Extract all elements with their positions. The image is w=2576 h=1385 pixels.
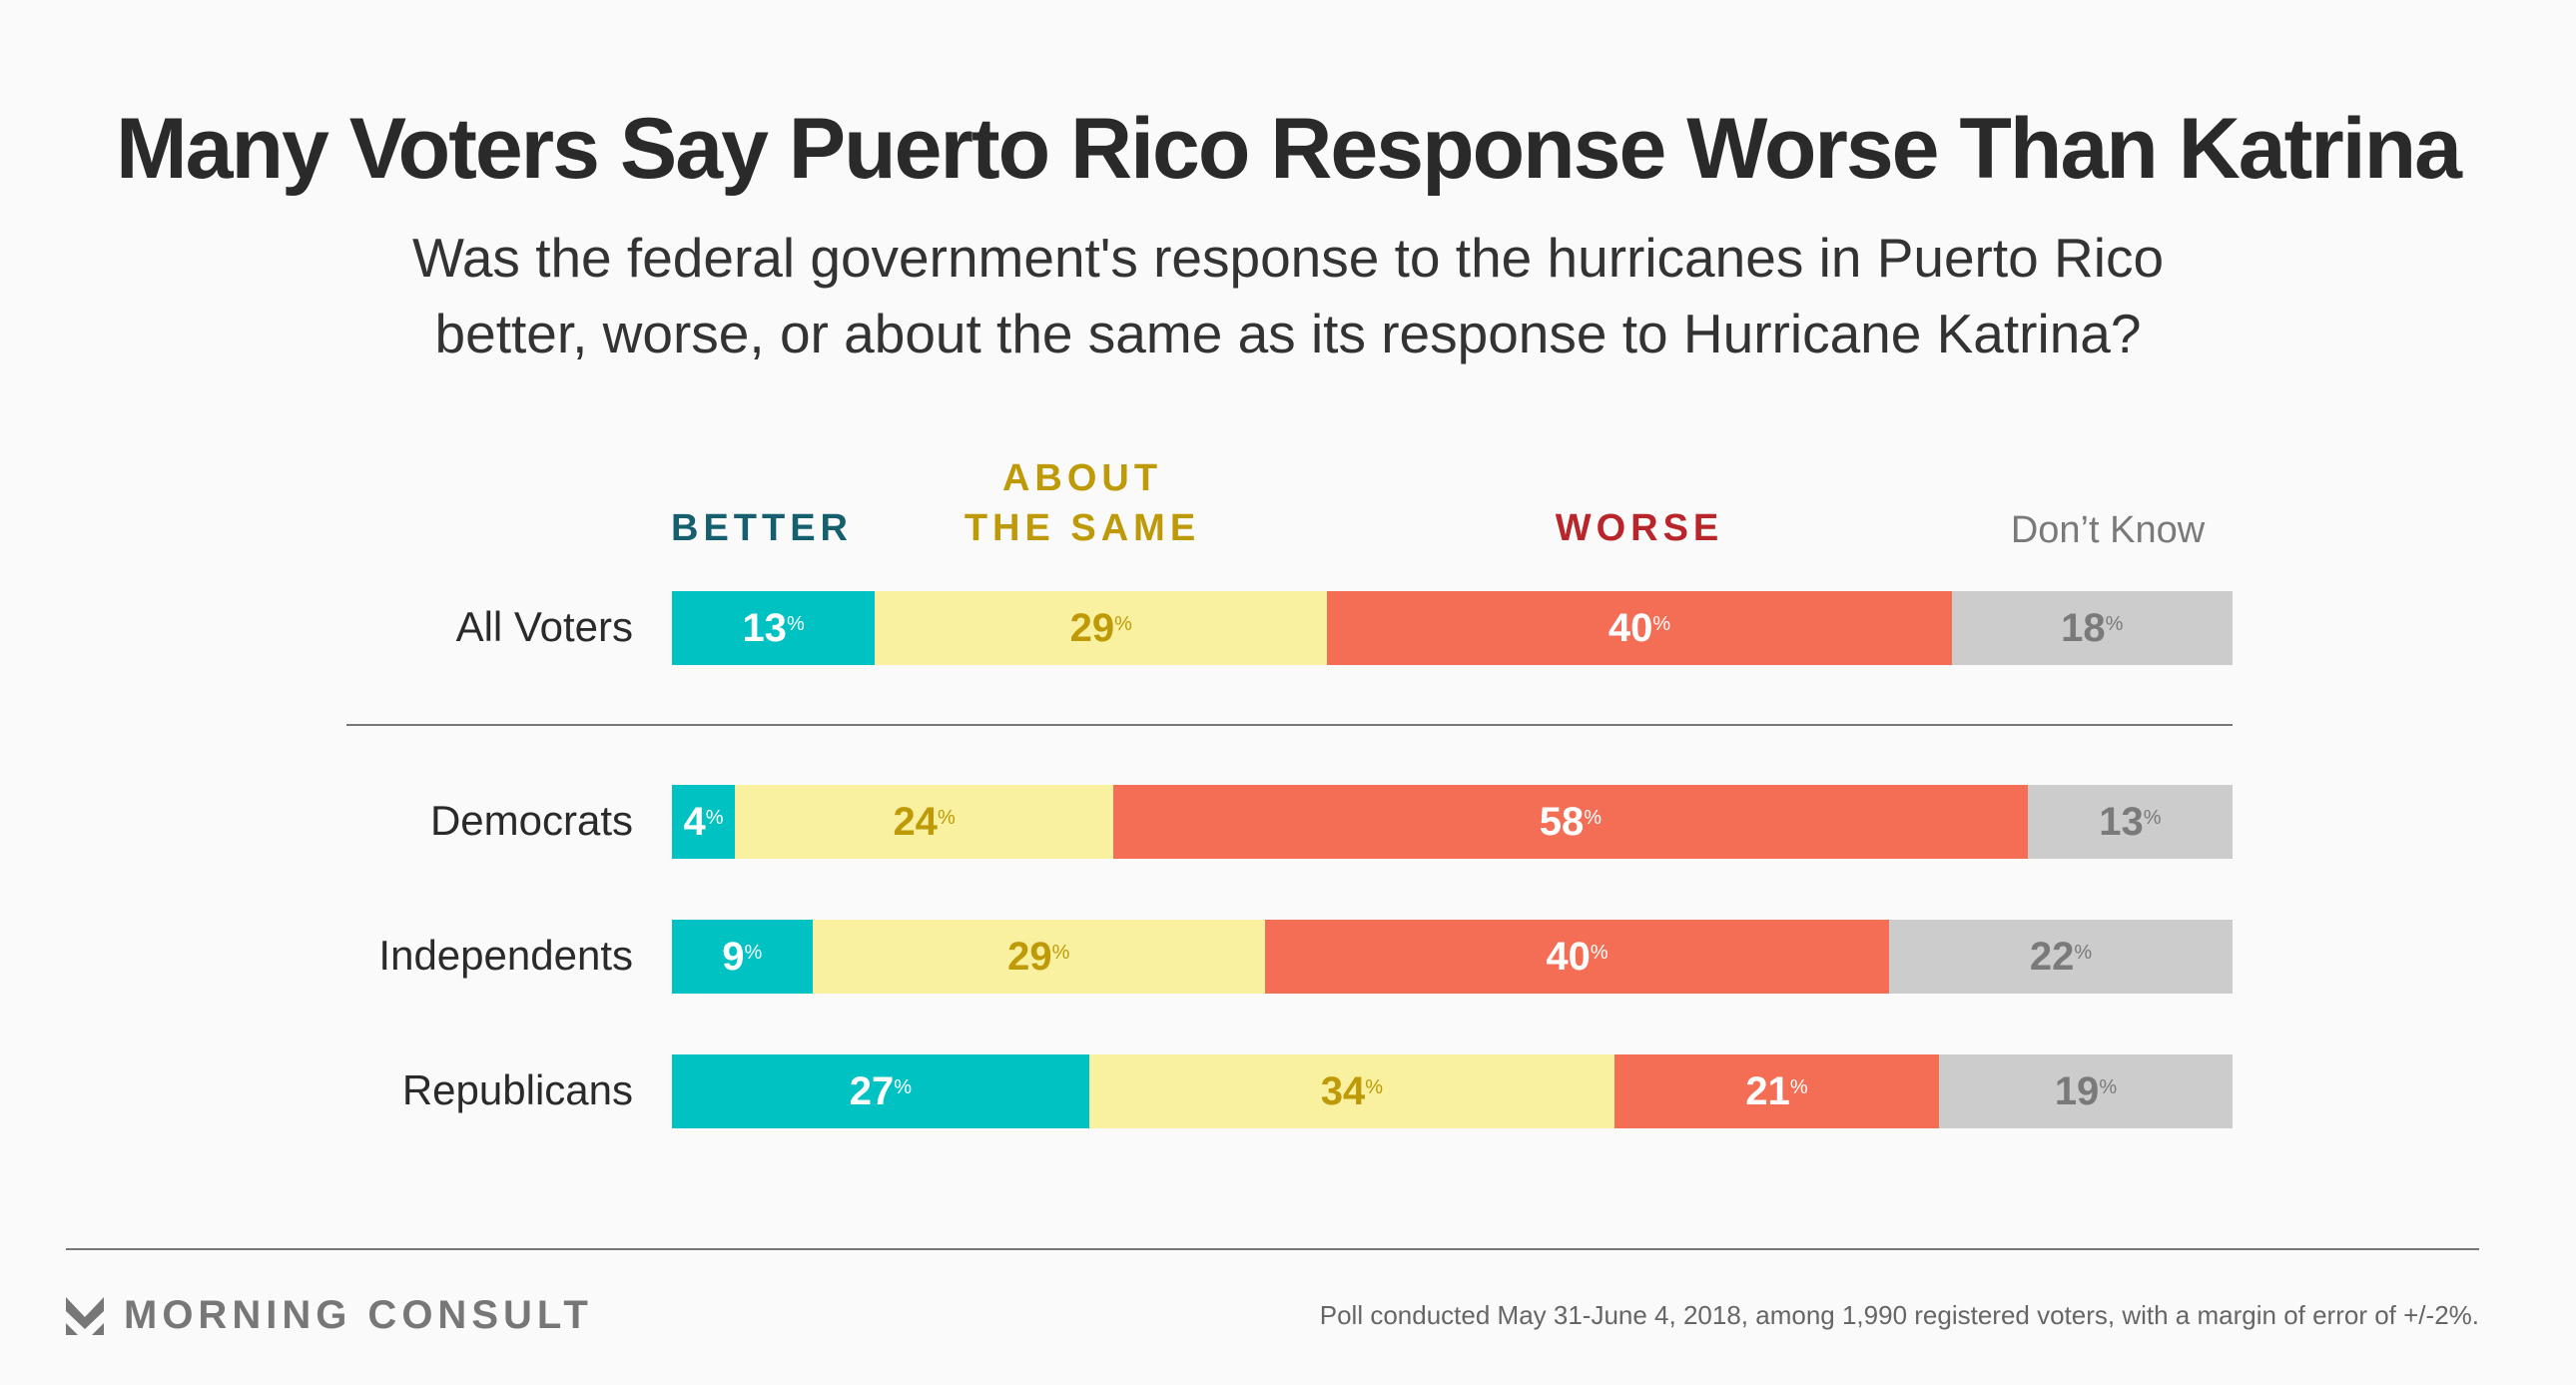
data-label: 13 bbox=[742, 605, 787, 650]
percent-sign: % bbox=[2105, 612, 2124, 635]
morning-consult-logo: MORNING CONSULT bbox=[66, 1293, 593, 1338]
bar-segment: 34% bbox=[1088, 1054, 1614, 1128]
percent-sign: % bbox=[2143, 806, 2162, 829]
bar-segment: 19% bbox=[1938, 1054, 2233, 1128]
group-separator bbox=[346, 724, 2233, 726]
legend-worse: WORSE bbox=[1555, 507, 1724, 549]
legend-better: BETTER bbox=[671, 507, 853, 549]
percent-sign: % bbox=[1789, 1075, 1808, 1098]
data-label: 19 bbox=[2054, 1068, 2100, 1113]
percent-sign: % bbox=[937, 806, 956, 829]
bar-segment: 58% bbox=[1113, 785, 2028, 859]
row-label: All Voters bbox=[455, 603, 633, 650]
percent-sign: % bbox=[786, 612, 805, 635]
data-label: 58 bbox=[1539, 799, 1585, 844]
poll-footnote: Poll conducted May 31-June 4, 2018, amon… bbox=[1319, 1300, 2479, 1330]
chart-subtitle-line1: Was the federal government's response to… bbox=[411, 227, 2165, 289]
data-label: 29 bbox=[1069, 605, 1115, 650]
data-label: 34 bbox=[1320, 1068, 1366, 1113]
legend-same-line2: THE SAME bbox=[964, 507, 1201, 549]
bar-segment: 29% bbox=[875, 591, 1328, 665]
bar-segment: 24% bbox=[735, 785, 1114, 859]
row-label: Independents bbox=[378, 932, 633, 979]
stacked-bar: 27% 34% 21% 19% bbox=[672, 1054, 2233, 1128]
bar-segment: 29% bbox=[812, 920, 1265, 994]
percent-sign: % bbox=[1051, 941, 1070, 964]
percent-sign: % bbox=[744, 941, 763, 964]
percent-sign: % bbox=[1652, 612, 1671, 635]
data-label: 21 bbox=[1745, 1068, 1790, 1113]
percent-sign: % bbox=[1590, 941, 1609, 964]
chevron-logo-icon bbox=[66, 1296, 104, 1335]
row-label: Democrats bbox=[429, 797, 633, 844]
data-label: 13 bbox=[2099, 799, 2144, 844]
bar-segment: 13% bbox=[2027, 785, 2233, 859]
bar-segment: 4% bbox=[672, 785, 736, 859]
stacked-bar: 9% 29% 40% 22% bbox=[672, 920, 2233, 994]
data-label: 9 bbox=[722, 934, 745, 979]
footer-divider bbox=[66, 1248, 2479, 1250]
stacked-bar: 4% 24% 58% 13% bbox=[672, 785, 2233, 859]
bar-segment: 40% bbox=[1264, 920, 1890, 994]
data-label: 4 bbox=[683, 799, 706, 844]
bar-segment: 9% bbox=[672, 920, 813, 994]
data-label: 27 bbox=[849, 1068, 895, 1113]
data-label: 40 bbox=[1608, 605, 1653, 650]
data-label: 24 bbox=[893, 799, 938, 844]
chart-subtitle-line2: better, worse, or about the same as its … bbox=[434, 303, 2142, 364]
data-label: 40 bbox=[1546, 934, 1591, 979]
percent-sign: % bbox=[2099, 1075, 2118, 1098]
stacked-bar: 13% 29% 40% 18% bbox=[672, 591, 2233, 665]
bar-segment: 22% bbox=[1889, 920, 2233, 994]
percent-sign: % bbox=[1365, 1075, 1384, 1098]
data-label: 18 bbox=[2061, 605, 2106, 650]
percent-sign: % bbox=[705, 806, 724, 829]
chart-title: Many Voters Say Puerto Rico Response Wor… bbox=[115, 101, 2462, 197]
legend-dont-know: Don’t Know bbox=[2010, 509, 2206, 551]
data-label: 29 bbox=[1007, 934, 1052, 979]
brand-name: MORNING CONSULT bbox=[124, 1293, 593, 1337]
percent-sign: % bbox=[1114, 612, 1132, 635]
bar-segment: 40% bbox=[1327, 591, 1952, 665]
percent-sign: % bbox=[1584, 806, 1603, 829]
row-label: Republicans bbox=[401, 1066, 633, 1113]
data-label: 22 bbox=[2029, 934, 2075, 979]
bar-segment: 27% bbox=[672, 1054, 1089, 1128]
percent-sign: % bbox=[894, 1075, 913, 1098]
bar-segment: 18% bbox=[1951, 591, 2233, 665]
percent-sign: % bbox=[2074, 941, 2093, 964]
bar-segment: 13% bbox=[672, 591, 876, 665]
bar-segment: 21% bbox=[1613, 1054, 1939, 1128]
legend-same-line1: ABOUT bbox=[1001, 457, 1163, 499]
